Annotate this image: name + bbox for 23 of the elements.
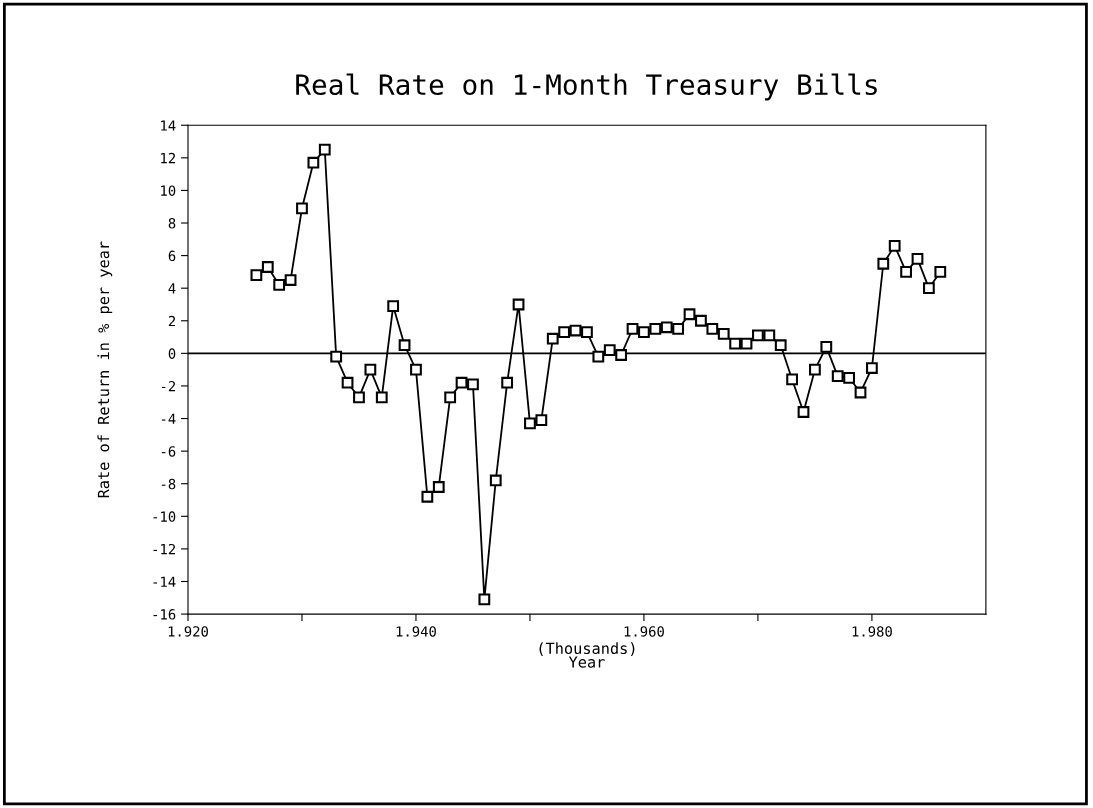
y-tick-label: 12 — [161, 152, 176, 164]
y-tick-label: 10 — [161, 185, 176, 196]
y-axis-title: Rate of Return in % per year — [97, 241, 113, 498]
y-tick-label: -14 — [153, 576, 176, 587]
y-tick-label: -4 — [161, 413, 176, 424]
x-tick-label: 1.920 — [168, 626, 208, 637]
x-tick-label: 1.980 — [852, 626, 892, 637]
y-tick-label: -6 — [161, 446, 176, 457]
y-tick-label: 6 — [168, 250, 176, 262]
y-tick-label: 2 — [168, 315, 176, 327]
x-tick-label: 1.960 — [624, 626, 664, 637]
y-tick-label: -8 — [161, 478, 176, 490]
y-tick-label: 0 — [168, 348, 176, 359]
y-tick-label: -12 — [153, 543, 176, 555]
y-tick-label: 14 — [161, 120, 176, 131]
y-tick-label: 8 — [168, 218, 176, 229]
x-tick-label: 1.940 — [396, 626, 436, 637]
y-tick-label: 4 — [168, 283, 176, 294]
y-tick-label: -16 — [153, 609, 176, 620]
y-tick-label: -2 — [161, 380, 176, 392]
y-tick-label: -10 — [153, 511, 176, 522]
chart-title: Real Rate on 1-Month Treasury Bills — [296, 73, 877, 101]
x-axis-title: (Thousands) Year — [539, 642, 635, 668]
